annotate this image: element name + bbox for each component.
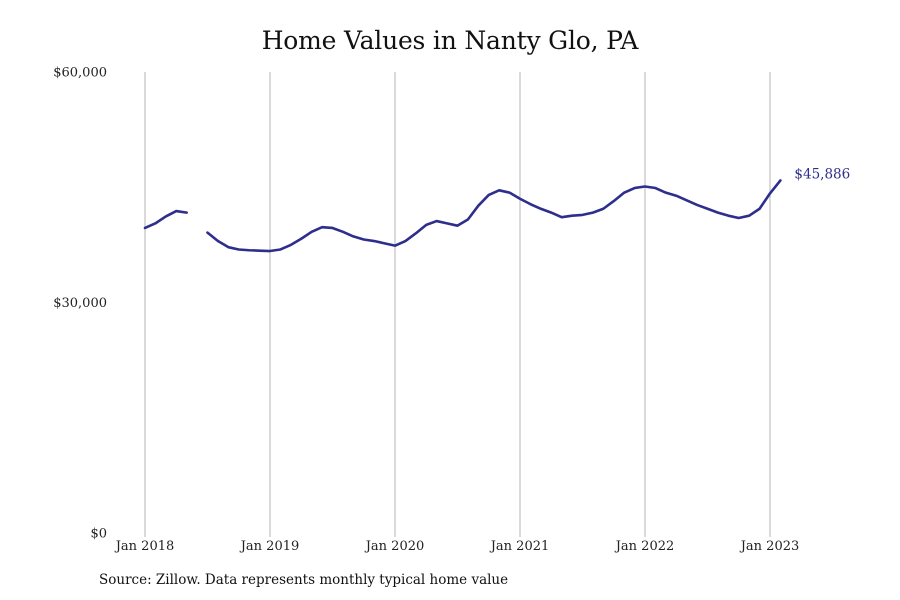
y-tick-label: $30,000 <box>53 296 107 311</box>
chart-title: Home Values in Nanty Glo, PA <box>261 26 639 55</box>
source-note: Source: Zillow. Data represents monthly … <box>99 572 509 588</box>
y-tick-label: $60,000 <box>53 66 107 81</box>
series-layer <box>143 179 782 253</box>
x-tick-label: Jan 2018 <box>114 539 175 554</box>
y-axis-ticks: $0 $30,000 $60,000 <box>53 66 107 542</box>
x-axis-ticks: Jan 2018 Jan 2019 Jan 2020 Jan 2021 Jan 2022… <box>114 539 800 554</box>
x-tick-label: Jan 2023 <box>739 539 800 554</box>
x-tick-label: Jan 2021 <box>489 539 550 554</box>
x-tick-label: Jan 2020 <box>364 539 425 554</box>
y-tick-label: $0 <box>90 527 107 542</box>
end-value-label: $45,886 <box>794 166 850 182</box>
series-line <box>206 179 782 253</box>
x-tick-label: Jan 2022 <box>614 539 675 554</box>
gridlines <box>144 72 771 537</box>
x-tick-label: Jan 2019 <box>239 539 300 554</box>
annotation-layer: $45,886 <box>794 166 850 182</box>
series-line <box>143 209 188 230</box>
